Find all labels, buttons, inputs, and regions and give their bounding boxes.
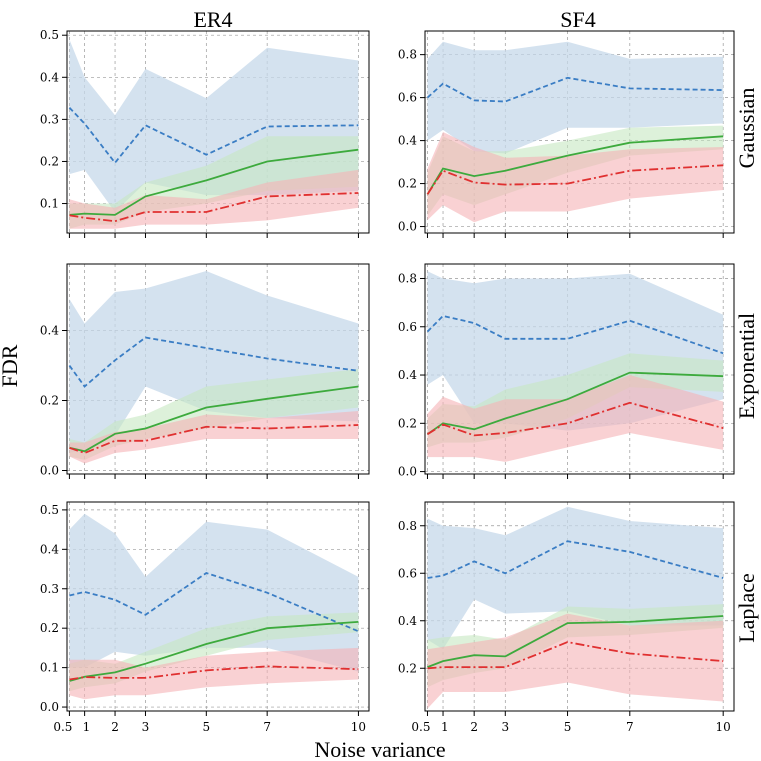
column-title-er4: ER4 (193, 7, 232, 32)
x-tick-label: 3 (501, 720, 509, 734)
red-dashdot-line (426, 164, 724, 195)
y-tick-label: 0.6 (398, 320, 417, 334)
y-tick-label: 0.8 (398, 519, 417, 533)
y-tick-label: 0.2 (398, 177, 417, 191)
x-tick-label: 2 (470, 720, 478, 734)
panel-er4-gaussian: 0.1 0.2 0.3 0.4 0.5 (40, 28, 370, 238)
y-tick-label: 0.4 (40, 542, 59, 556)
y-tick-label: 0.4 (398, 134, 417, 148)
panel-frame (66, 501, 370, 712)
y-tick-label: 0.2 (40, 394, 59, 408)
x-tick-label: 10 (716, 720, 731, 734)
x-tick-label: 5 (564, 720, 572, 734)
blue-dashed-line (69, 572, 359, 633)
panel-sf4-gaussian: 0.0 0.2 0.4 0.6 0.8 (398, 30, 735, 238)
x-tick-label: 7 (263, 720, 271, 734)
panel-frame (66, 30, 370, 234)
blue-dashed-line (426, 314, 724, 355)
y-tick-label: 0.5 (40, 503, 59, 517)
red-dashdot-confidence-band (427, 375, 724, 462)
blue-dashed-confidence-band (427, 41, 724, 154)
row-title-laplace: Laplace (734, 573, 759, 643)
blue-dashed-line (427, 540, 724, 579)
y-tick-label: 0.6 (398, 91, 417, 105)
red-dashdot-line (427, 401, 724, 437)
x-tick-label: 10 (351, 720, 366, 734)
y-tick-label: 0.2 (398, 661, 417, 675)
row-title-exponential: Exponential (734, 313, 759, 419)
blue-dashed-line (68, 336, 359, 388)
panel-frame (424, 263, 735, 475)
y-tick-label: 0.2 (40, 154, 59, 168)
y-tick-label: 0.1 (40, 661, 59, 675)
y-tick-label: 0.0 (40, 464, 59, 478)
y-tick-label: 0.3 (40, 582, 59, 596)
green-solid-line (426, 135, 724, 195)
panel-sf4-laplace: 0.5 1 2 3 5 7 10 0.2 0.4 0.6 0.8 (398, 501, 735, 734)
red-dashdot-confidence-band (69, 647, 359, 700)
green-solid-line (427, 615, 724, 668)
x-axis-label: Noise variance (314, 737, 445, 761)
y-tick-label: 0.2 (398, 416, 417, 430)
y-tick-label: 0.1 (40, 197, 59, 211)
x-tick-label: 1 (83, 720, 91, 734)
x-tick-label: 0.5 (53, 720, 72, 734)
green-solid-line (69, 385, 359, 453)
column-title-sf4: SF4 (560, 7, 595, 32)
y-tick-label: 0.6 (398, 566, 417, 580)
y-tick-label: 0.0 (398, 465, 417, 479)
green-solid-line (69, 148, 359, 216)
y-tick-label: 0.8 (398, 48, 417, 62)
panels: 0.10.20.30.40.50.00.20.40.60.80.00.20.40… (40, 28, 735, 734)
x-tick-label: 3 (142, 720, 150, 734)
x-tick-label: 2 (111, 720, 119, 734)
x-tick-label: 1 (441, 720, 449, 734)
x-tick-label: 5 (202, 720, 210, 734)
blue-dashed-line (426, 76, 724, 103)
y-tick-label: 0.5 (40, 28, 59, 42)
panel-sf4-exponential: 0.0 0.2 0.4 0.6 0.8 (398, 263, 735, 479)
panel-er4-laplace: 0.5 1 2 3 5 7 10 0.0 0.1 0.2 0.3 0.4 0.5 (40, 501, 370, 734)
red-dashdot-line (69, 665, 359, 681)
y-tick-label: 0.4 (398, 614, 417, 628)
y-tick-label: 0.0 (40, 700, 59, 714)
panel-frame (424, 30, 735, 234)
y-tick-label: 0.8 (398, 271, 417, 285)
red-dashdot-confidence-band (69, 411, 359, 464)
panel-frame (424, 501, 735, 712)
green-solid-line (426, 371, 724, 435)
row-title-gaussian: Gaussian (734, 88, 759, 169)
panel-er4-exponential: 0.0 0.2 0.4 (40, 263, 370, 479)
panel-frame (66, 263, 370, 475)
y-tick-label: 0.3 (40, 112, 59, 126)
y-tick-label: 0.4 (40, 70, 59, 84)
y-tick-label: 0.0 (398, 220, 417, 234)
y-axis-label: FDR (0, 344, 22, 387)
x-tick-label: 0.5 (411, 720, 430, 734)
green-solid-line (69, 621, 359, 682)
y-tick-label: 0.2 (40, 621, 59, 635)
x-tick-label: 7 (626, 720, 634, 734)
red-dashdot-confidence-band (427, 613, 724, 709)
red-dashdot-confidence-band (427, 132, 724, 223)
y-tick-label: 0.4 (398, 368, 417, 382)
red-dashdot-line (427, 641, 724, 670)
y-tick-label: 0.4 (40, 324, 59, 338)
